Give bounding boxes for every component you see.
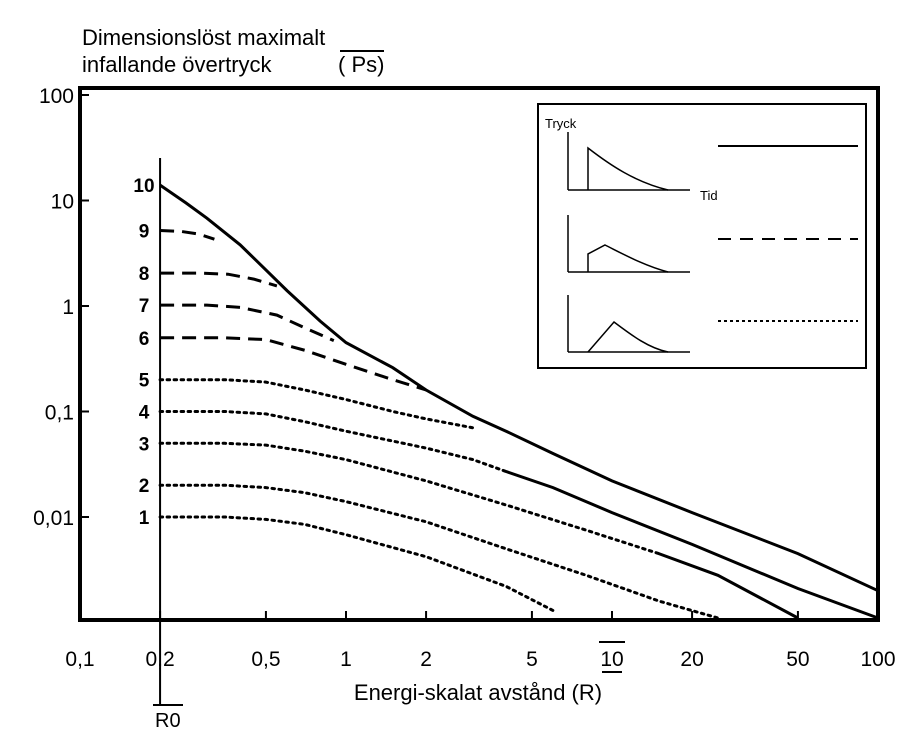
curve-3-dotted-segment [158,441,661,556]
x-tick-label: 1 [340,648,352,671]
curve-1 [158,515,555,612]
curve-4-dotted-segment [158,410,508,473]
curve-1-dotted-segment [158,515,555,612]
legend-waveform-3 [567,295,690,353]
x-tick-label: 20 [680,648,703,671]
curve-8 [160,271,278,288]
x-tick-label: 2 [420,648,432,671]
curve-label-7: 7 [139,296,150,317]
curve-label-2: 2 [139,476,150,497]
curve-4-solid-segment [505,470,879,620]
legend-waveform-1 [567,132,690,191]
curve-4 [158,410,879,620]
curve-3 [158,441,799,620]
x-tick-label: 100 [860,648,895,671]
curve-2-dotted-segment [158,483,720,620]
x-tick-label: 5 [526,648,538,671]
curve-7 [160,303,335,342]
curve-8-dashed-segment [160,271,278,288]
y-tick-label: 0,01 [33,507,74,530]
curve-10 [159,183,879,593]
y-axis-ticks: 100 10 1 0,1 0,01 [33,85,89,530]
curve-label-9: 9 [139,221,150,242]
pressure-curves [158,183,879,620]
y-tick-label: 1 [62,296,74,319]
legend-time-axis-label: Tid [700,188,718,203]
x-tick-label: 0,1 [65,648,94,671]
curve-5-dotted-segment [158,378,475,430]
x-axis-title: Energi-skalat avstånd (R) [354,680,602,705]
r0-label: R0 [155,710,181,732]
curve-label-6: 6 [139,329,150,350]
y-axis-title-line-2: infallande övertryck [82,52,273,77]
curve-label-5: 5 [139,371,150,392]
y-tick-label: 10 [51,191,74,214]
curve-7-dashed-segment [160,303,335,342]
legend-frame [537,103,867,369]
y-axis-symbol: ( Ps) [338,52,384,77]
curve-label-4: 4 [139,403,150,424]
x-tick-label: 50 [786,648,809,671]
x-tick-label: 10 [600,648,623,671]
legend-pressure-axis-label: Tryck [545,116,577,131]
curve-10-solid-segment [159,183,879,593]
x-tick-label: 0,5 [251,648,280,671]
curve-label-8: 8 [139,264,150,285]
plot-frame [78,86,880,622]
y-tick-label: 100 [39,85,74,108]
x-axis-ticks: 0,1 0,2 0,5 1 2 5 10 20 50 100 [65,611,896,671]
legend-inset: Tryck Tid [537,103,867,369]
y-axis-title-line-1: Dimensionslöst maximalt [82,25,325,50]
curve-label-1: 1 [139,508,150,529]
curve-9 [160,229,215,241]
curve-label-10: 10 [133,176,154,197]
y-tick-label: 0,1 [45,402,74,425]
curve-5 [158,378,475,430]
curve-labels: 10 9 8 7 6 5 4 3 2 1 [133,176,154,529]
curve-3-solid-segment [658,552,799,620]
curve-2 [158,483,720,620]
legend-waveform-2 [567,215,690,273]
curve-label-3: 3 [139,434,150,455]
curve-9-dashed-segment [160,229,215,241]
